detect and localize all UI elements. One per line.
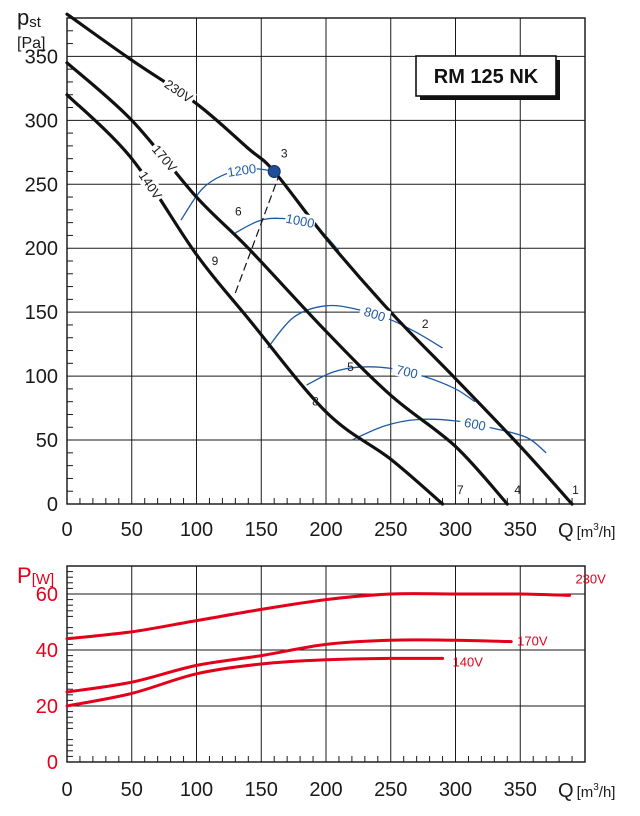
pressure-y-tick-labels: 0 50 100 150 200 250 300 350 xyxy=(25,46,58,516)
model-title: RM 125 NK xyxy=(434,66,539,88)
power-x-tick-label: 100 xyxy=(180,779,213,801)
rpm-label-bg xyxy=(390,361,424,382)
pressure-x-tick-label: 0 xyxy=(61,519,72,541)
pressure-y-tick-label: 150 xyxy=(25,302,58,324)
rpm-label-800: 800 xyxy=(362,304,387,325)
system-curve-line xyxy=(234,177,279,294)
power-curve-230V xyxy=(65,592,571,641)
system-curve xyxy=(234,177,279,294)
rpm-label-bg xyxy=(459,413,492,434)
power-curve-140V xyxy=(65,656,445,708)
model-title-box: RM 125 NK xyxy=(415,55,560,100)
pressure-axis-unit: [Pa] xyxy=(17,35,45,52)
power-y-tick-label: 40 xyxy=(36,640,58,662)
pressure-y-tick-label: 50 xyxy=(36,430,58,452)
power-x-tick-label: 250 xyxy=(374,779,407,801)
point-label-3: 3 xyxy=(281,146,288,160)
power-y-tick-label: 60 xyxy=(36,584,58,606)
power-series-label-170V: 170V xyxy=(517,634,548,649)
power-plot-frame xyxy=(66,565,586,763)
power-x-tick-label: 350 xyxy=(504,779,537,801)
rpm-curve-700 xyxy=(306,366,476,403)
power-x-tick-label: 150 xyxy=(245,779,278,801)
point-label-2: 2 xyxy=(422,317,429,331)
power-x-tick-labels: 0 50 100 150 200 250 300 350 xyxy=(61,779,537,801)
pressure-y-tick-label: 100 xyxy=(25,366,58,388)
power-y-tick-label: 20 xyxy=(36,696,58,718)
point-label-1: 1 xyxy=(572,483,579,497)
rpm-label-700: 700 xyxy=(395,362,420,382)
pressure-y-tick-label: 200 xyxy=(25,238,58,260)
power-x-tick-label: 300 xyxy=(439,779,472,801)
pressure-series-label-bg xyxy=(160,75,197,107)
pressure-x-tick-label: 200 xyxy=(309,519,342,541)
power-curves xyxy=(65,592,571,708)
pressure-series-label-bg xyxy=(147,140,182,177)
pressure-x-tick-label: 300 xyxy=(439,519,472,541)
power-x-tick-label: 200 xyxy=(309,779,342,801)
power-series-labels: 230V 170V 140V xyxy=(453,571,607,669)
rpm-label-600: 600 xyxy=(463,415,487,434)
point-label-5: 5 xyxy=(347,360,354,374)
power-curve-170V xyxy=(65,638,513,694)
pressure-curve-140V xyxy=(65,93,445,506)
point-label-7: 7 xyxy=(457,483,464,497)
power-x-tick-label: 0 xyxy=(61,779,72,801)
pressure-x-tick-label: 50 xyxy=(121,519,143,541)
rpm-label-bg xyxy=(284,210,317,231)
point-label-6: 6 xyxy=(235,204,242,218)
pressure-axis-title: pst xyxy=(17,5,42,31)
pressure-y-tick-label: 0 xyxy=(47,494,58,516)
rpm-labels: 1200 1000 800 700 600 xyxy=(225,160,492,434)
power-x-tick-label: 50 xyxy=(121,779,143,801)
operating-point-marker xyxy=(267,164,281,178)
power-axis-title: P[W] xyxy=(17,563,54,588)
power-y-tick-label: 0 xyxy=(47,752,58,774)
rpm-label-1200: 1200 xyxy=(226,161,257,180)
power-series-label-230V: 230V xyxy=(575,571,606,586)
pressure-curve-170V xyxy=(65,61,509,506)
pressure-y-tick-label: 250 xyxy=(25,174,58,196)
point-labels: 1 2 3 4 5 6 7 8 9 xyxy=(212,146,579,497)
pressure-x-axis-title: Q [m3/h] xyxy=(558,520,615,542)
pressure-x-tick-label: 100 xyxy=(180,519,213,541)
power-series-label-140V: 140V xyxy=(453,654,484,669)
pressure-axis-ticks xyxy=(67,30,573,504)
pressure-x-tick-label: 350 xyxy=(504,519,537,541)
rpm-label-bg xyxy=(225,160,258,179)
rpm-label-1000: 1000 xyxy=(285,211,316,231)
rpm-curve-600 xyxy=(351,418,547,454)
pressure-y-tick-label: 350 xyxy=(25,46,58,68)
point-label-9: 9 xyxy=(212,254,219,268)
pressure-y-tick-label: 300 xyxy=(25,110,58,132)
power-x-axis-title: Q [m3/h] xyxy=(558,780,615,802)
point-label-8: 8 xyxy=(312,395,319,409)
rpm-curve-800 xyxy=(267,304,443,349)
pressure-x-tick-labels: 0 50 100 150 200 250 300 350 xyxy=(61,519,537,541)
pressure-series-label-bg xyxy=(134,166,167,204)
power-y-tick-labels: 0 20 40 60 xyxy=(36,584,58,774)
rpm-label-bg xyxy=(358,302,392,325)
point-label-4: 4 xyxy=(514,483,521,497)
pressure-x-tick-label: 150 xyxy=(245,519,278,541)
pressure-x-tick-label: 250 xyxy=(374,519,407,541)
